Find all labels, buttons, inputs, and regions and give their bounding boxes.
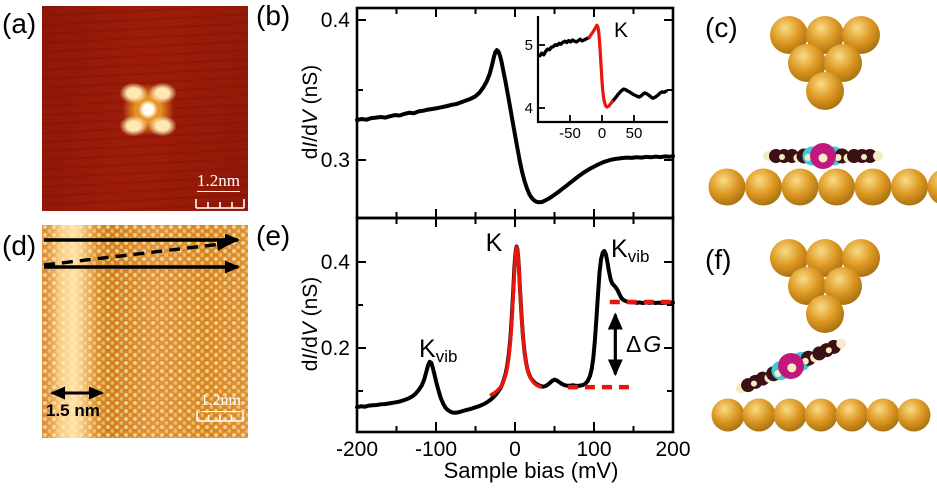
gold-atom (770, 16, 808, 54)
tick-label: 200 (655, 438, 690, 461)
scalebar-ruler-a (195, 199, 245, 209)
molecule-atom-light (804, 154, 812, 161)
gold-atom (708, 168, 746, 206)
molecule-atom-light (873, 151, 883, 161)
panel-d-label: (d) (2, 230, 37, 261)
panel-c-label: (c) (705, 12, 738, 43)
gold-atom (891, 168, 928, 206)
tick-label: 50 (626, 125, 643, 142)
gold-atom (711, 398, 745, 432)
gold-atom (824, 267, 862, 305)
gold-atom (806, 72, 844, 110)
gold-atom (854, 168, 892, 206)
tick-label: 4 (525, 100, 533, 117)
molecule-atom-light (779, 154, 785, 160)
tick-label: 0 (598, 125, 606, 142)
panel-e-label: (e) (256, 220, 291, 251)
tick-label: 0.4 (321, 251, 351, 274)
tick-label: 0 (509, 438, 521, 461)
gold-atom (835, 398, 869, 432)
spectrum-curve (355, 48, 675, 205)
panel-f-label: (f) (705, 244, 732, 275)
gold-atom (842, 16, 880, 54)
stm-d-annotations (43, 233, 244, 422)
spectrum-curve (610, 87, 668, 104)
tick-label: -50 (559, 125, 581, 142)
width-arrow-label: 1.5 nm (46, 401, 100, 420)
stm-image-lattice-topography: 1.5 nm 1.2nm (42, 225, 248, 438)
gold-atom (927, 170, 937, 204)
tick-label: 0.3 (321, 149, 350, 172)
molecule-atom-light (834, 154, 842, 161)
tick-label: 0.4 (321, 9, 351, 32)
tick-label: 0.2 (321, 337, 350, 360)
gold-atom (781, 168, 819, 206)
gold-atom (770, 239, 808, 277)
molecule-atom-light (861, 154, 867, 160)
plot-annotations: K K Kvib Kvib ΔG Sample bias (mV) (419, 19, 661, 483)
gold-atom (788, 267, 826, 305)
flat-molecule-c (763, 143, 883, 169)
molecule-atom-light (825, 347, 832, 354)
scalebar-ruler-d (196, 412, 244, 422)
gold-atom (788, 44, 826, 82)
spectrum-curve (587, 23, 614, 109)
gold-atom (818, 168, 855, 206)
gold-atom (866, 398, 900, 432)
gold-atom (842, 239, 880, 277)
model-tilted-molecule (711, 239, 931, 432)
x-axis-title: Sample bias (mV) (444, 458, 619, 483)
gold-atom (806, 239, 844, 277)
tick-label: 5 (525, 37, 533, 54)
tick-label: -200 (336, 438, 378, 461)
molecule-atom-dark (863, 149, 877, 163)
gold-atom (897, 398, 931, 432)
gold-atom (824, 44, 862, 82)
e-Kvib-right-label: Kvib (611, 235, 649, 266)
molecule-atom-light (750, 380, 757, 387)
plot-e-frame (355, 216, 675, 434)
e-deltaG-label: ΔG (626, 331, 661, 357)
spectrum-curve (489, 245, 543, 397)
gold-atom (745, 168, 782, 206)
e-K-label: K (486, 229, 503, 257)
molecule-atom-light (818, 153, 828, 163)
generated-axes-curves: 0.4 0.3 -200 -100 0 100 200 0.4 0.2 5 4 -50 0 50 (321, 9, 691, 461)
tick-label: -100 (415, 438, 457, 461)
inset-K-label: K (614, 19, 628, 42)
inset-axes (536, 16, 668, 124)
tilted-scan-dashed-arrow (43, 238, 232, 267)
tilted-molecule-f (735, 338, 847, 394)
molecule-atom-light (787, 363, 797, 373)
spectrum-curve (538, 35, 591, 58)
gold-atom (773, 398, 807, 432)
panel-a-label: (a) (2, 8, 37, 39)
panel-b-label: (b) (256, 0, 291, 31)
molecule-atom-light (836, 338, 847, 349)
gold-surface-row-c (708, 168, 937, 206)
gold-atom (804, 398, 838, 432)
gold-surface-row-f (711, 398, 931, 432)
scalebar-text-d: 1.2nm (200, 392, 241, 412)
e-Kvib-left-label: Kvib (419, 335, 457, 366)
model-flat-molecule (708, 16, 937, 206)
scalebar-text-a: 1.2nm (197, 171, 240, 192)
gold-atom (806, 16, 844, 54)
gold-tip-cluster-f (770, 239, 880, 333)
gold-atom (806, 295, 844, 333)
tick-label: 100 (576, 438, 611, 461)
gold-tip-cluster-c (770, 16, 880, 110)
stm-image-molecule-topography: 1.2nm (42, 6, 248, 211)
gold-atom (742, 398, 776, 432)
spectra-plots: 0.4 0.3 -200 -100 0 100 200 0.4 0.2 5 4 -50 0 50 K K … (321, 6, 691, 483)
